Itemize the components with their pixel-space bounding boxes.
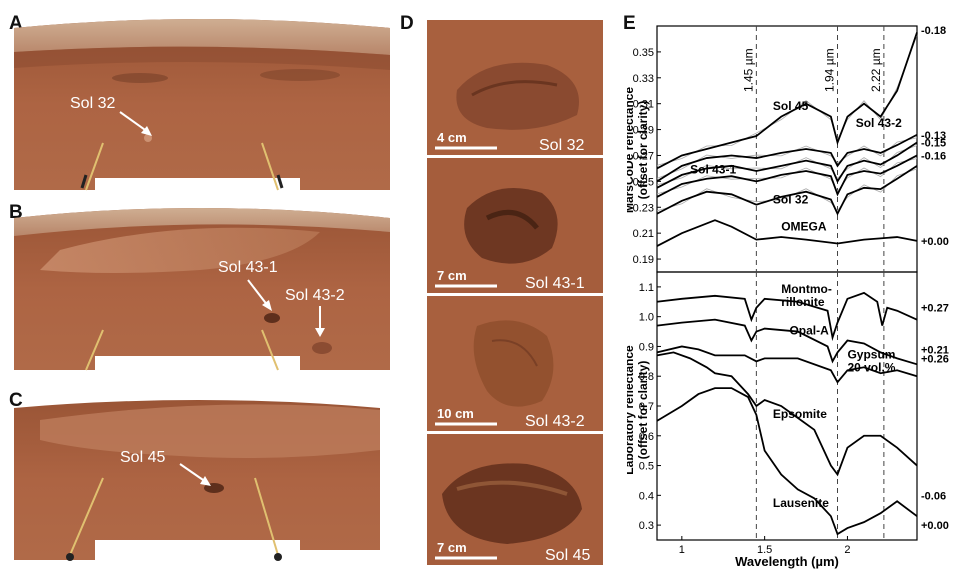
tile-sol-32: 4 cm Sol 32 — [427, 20, 603, 155]
series-label: Montmo- — [781, 282, 832, 296]
series-label: rillonite — [781, 295, 825, 309]
tile-sol-43-1: 7 cm Sol 43-1 — [427, 158, 603, 293]
top-ylabel-line1: MarsCoDe reflectance — [627, 87, 636, 213]
scale-label: 7 cm — [437, 268, 467, 283]
scale-label: 4 cm — [437, 130, 467, 145]
spectrum-line — [656, 219, 918, 247]
offset-label: -0.18 — [921, 25, 946, 37]
offset-label: -0.06 — [921, 490, 946, 502]
spectrum-line — [656, 133, 918, 183]
series-label: Epsomite — [773, 407, 827, 421]
panorama-figures: Sol 32 Sol 43-1 Sol 43-2 Sol 45 — [14, 19, 390, 561]
y-tick-label: 0.8 — [639, 371, 654, 383]
panorama-a: Sol 32 — [14, 19, 390, 191]
spectrum-line — [656, 291, 918, 342]
band-label: 2.22 µm — [869, 48, 883, 92]
bottom-plot: 0.3 0.4 0.5 0.6 0.7 0.8 0.9 1.0 1.1 1 1.5 2 Montmo-r… — [639, 272, 949, 556]
y-tick-label: 0.7 — [639, 401, 654, 413]
x-tick-label: 2 — [844, 544, 850, 556]
series-label: Sol 45 — [773, 99, 809, 113]
y-tick-label: 0.23 — [633, 202, 654, 214]
panel-letter-e: E — [623, 13, 636, 34]
spectrum-line — [656, 318, 918, 366]
offset-label: +0.00 — [921, 520, 949, 532]
arrow-sol-32 — [119, 111, 149, 133]
y-tick-label: 0.19 — [633, 254, 654, 266]
top-ylabel-line2: (offset for clarity) — [636, 101, 650, 200]
x-tick-label: 1 — [679, 544, 685, 556]
scale-label: 10 cm — [437, 406, 474, 421]
y-tick-label: 0.3 — [639, 520, 654, 532]
y-tick-label: 0.4 — [639, 490, 654, 502]
series-label: Lausenite — [773, 496, 829, 510]
panorama-c: Sol 45 — [14, 400, 380, 561]
offset-label: -0.13 — [921, 130, 946, 142]
y-tick-label: 1.1 — [639, 282, 654, 294]
axis-labels: MarsCoDe reflectance (offset for clarity… — [627, 87, 839, 569]
panel-letter-d: D — [400, 13, 414, 34]
band-label: 1.45 µm — [741, 48, 755, 92]
y-tick-label: 0.27 — [633, 150, 654, 162]
offset-label: +0.21 — [921, 344, 949, 356]
series-label: Sol 32 — [773, 192, 809, 206]
y-tick-label: 0.25 — [633, 176, 654, 188]
y-tick-label: 0.21 — [633, 228, 654, 240]
bot-ylabel-line1: Laboratory reflectance — [627, 345, 636, 475]
spectrum-line — [656, 154, 918, 198]
top-plot: 0.19 0.21 0.23 0.25 0.27 0.29 0.31 0.33 0.35 1.45… — [633, 25, 949, 272]
scale-label: 7 cm — [437, 540, 467, 555]
label-sol-32: Sol 32 — [70, 95, 115, 112]
tile-sol-43-2: 10 cm Sol 43-2 — [427, 296, 603, 431]
x-tick-label: 1.5 — [757, 544, 772, 556]
tile-label: Sol 43-1 — [525, 275, 585, 292]
offset-label: -0.15 — [921, 138, 946, 150]
y-tick-label: 1.0 — [639, 312, 654, 324]
spectrum-line — [656, 345, 918, 384]
offset-label: +0.26 — [921, 353, 949, 365]
tile-label: Sol 45 — [545, 547, 590, 564]
bot-ylabel-line2: (offset for clarity) — [636, 361, 650, 460]
tile-label: Sol 43-2 — [525, 413, 585, 430]
y-tick-label: 0.35 — [633, 47, 654, 59]
spectrum-line — [656, 32, 918, 170]
offset-label: -0.16 — [921, 150, 946, 162]
y-tick-label: 0.5 — [639, 461, 654, 473]
y-tick-label: 0.33 — [633, 73, 654, 85]
series-label: Opal-A — [789, 324, 829, 338]
offset-label: +0.27 — [921, 303, 949, 315]
spectrum-line — [656, 387, 918, 536]
series-label: OMEGA — [781, 220, 827, 234]
offset-label: +0.00 — [921, 236, 949, 248]
xlabel: Wavelength (µm) — [735, 554, 839, 569]
band-label: 1.94 µm — [823, 48, 837, 92]
spectrum-line — [656, 165, 918, 216]
arrow-sol-45 — [179, 463, 207, 483]
y-tick-label: 0.31 — [633, 99, 654, 111]
arrow-sol-43-1 — [247, 279, 269, 307]
y-tick-label: 0.29 — [633, 125, 654, 137]
tile-label: Sol 32 — [539, 137, 584, 154]
spectrum-line — [656, 141, 918, 189]
spectrum-line — [656, 351, 918, 477]
y-tick-label: 0.9 — [639, 341, 654, 353]
label-sol-43-2: Sol 43-2 — [285, 287, 345, 304]
label-sol-43-1: Sol 43-1 — [218, 259, 278, 276]
y-tick-label: 0.6 — [639, 431, 654, 443]
rock-closeups: 4 cm Sol 32 7 cm Sol 43-1 10 cm Sol 43-2… — [427, 20, 603, 565]
series-label: Gypsum — [847, 347, 895, 361]
series-label: Sol 43-2 — [856, 116, 902, 130]
label-sol-45: Sol 45 — [120, 449, 165, 466]
tile-sol-45: 7 cm Sol 45 — [427, 434, 603, 565]
panel-letter-c: C — [9, 390, 23, 411]
panorama-b: Sol 43-1 Sol 43-2 — [14, 208, 390, 371]
spectra-chart: 0.190.210.230.250.270.290.310.330.35 1.45… — [627, 25, 949, 569]
series-label: 20 vol.% — [847, 360, 895, 374]
series-label: Sol 43-1 — [690, 163, 736, 177]
